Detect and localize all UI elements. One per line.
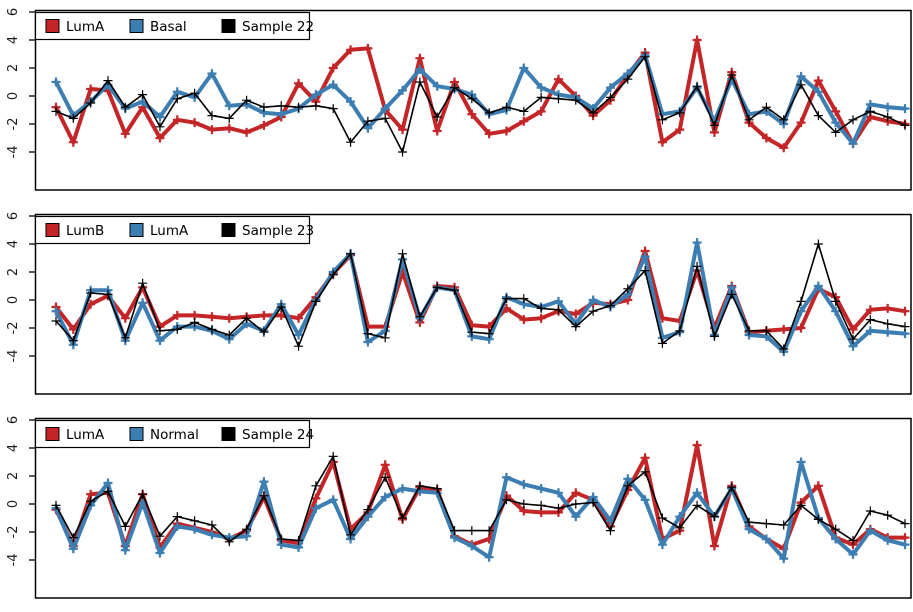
legend-label: Basal xyxy=(150,19,187,35)
legend-box xyxy=(34,11,311,41)
y-tick-label: -4 xyxy=(6,554,21,567)
legend-label: LumA xyxy=(66,427,105,443)
series-line-sample-22 xyxy=(51,52,910,157)
plot-border xyxy=(34,417,912,599)
y-tick-label: -2 xyxy=(6,118,21,131)
series-path xyxy=(55,55,906,153)
legend-swatch xyxy=(129,223,144,237)
y-tick-label: 6 xyxy=(6,212,21,220)
legend-swatch xyxy=(221,223,236,237)
y-tick-label: 0 xyxy=(6,500,21,508)
legend-panel-2: LumB LumA Sample 23 xyxy=(34,215,314,245)
y-tick-label: 2 xyxy=(6,64,21,72)
y-tick-label: 6 xyxy=(6,8,21,16)
legend-swatch xyxy=(221,19,236,33)
panel-1-plot: 6 4 2 0 -2 -4 LumA Basal Sample 22 xyxy=(6,8,912,191)
legend-box xyxy=(34,215,311,245)
y-tick-label: -2 xyxy=(6,526,21,539)
series-line-sample-24 xyxy=(51,451,910,547)
plus-markers xyxy=(51,451,910,547)
legend-swatch xyxy=(45,223,60,237)
legend-swatch xyxy=(45,427,60,441)
y-tick-label: 4 xyxy=(6,36,21,44)
series-path xyxy=(54,38,907,150)
legend-panel-1: LumA Basal Sample 22 xyxy=(34,11,314,41)
legend-label: LumA xyxy=(150,223,189,239)
legend-swatch xyxy=(45,19,60,33)
panel-2-plot: 6 4 2 0 -2 -4 LumB LumA Sample 23 xyxy=(6,212,912,395)
plus-markers xyxy=(51,52,910,157)
legend-swatch xyxy=(129,19,144,33)
y-tick-label: -4 xyxy=(6,146,21,159)
y-tick-label: 6 xyxy=(6,416,21,424)
legend-label: Normal xyxy=(150,427,199,443)
series-line-sample-23 xyxy=(51,239,910,354)
legend-label: Sample 23 xyxy=(242,223,314,239)
legend-label: LumA xyxy=(66,19,105,35)
panel-3-plot: 6 4 2 0 -2 -4 LumA Normal Sample 24 xyxy=(6,416,912,599)
legend-panel-3: LumA Normal Sample 24 xyxy=(34,419,314,449)
y-tick-label: 2 xyxy=(6,268,21,276)
legend-label: Sample 24 xyxy=(242,427,314,443)
plus-markers xyxy=(51,239,910,354)
legend-swatch xyxy=(129,427,144,441)
y-tick-label: -4 xyxy=(6,350,21,363)
y-tick-label: 2 xyxy=(6,472,21,480)
legend-swatch xyxy=(221,427,236,441)
legend-label: LumB xyxy=(66,223,104,239)
y-tick-label: 0 xyxy=(6,92,21,100)
y-tick-label: 4 xyxy=(6,444,21,452)
y-tick-label: 0 xyxy=(6,296,21,304)
plot-border xyxy=(34,213,912,395)
y-tick-label: 4 xyxy=(6,240,21,248)
legend-box xyxy=(34,419,311,449)
legend-label: Sample 22 xyxy=(242,19,314,35)
y-tick-label: -2 xyxy=(6,322,21,335)
